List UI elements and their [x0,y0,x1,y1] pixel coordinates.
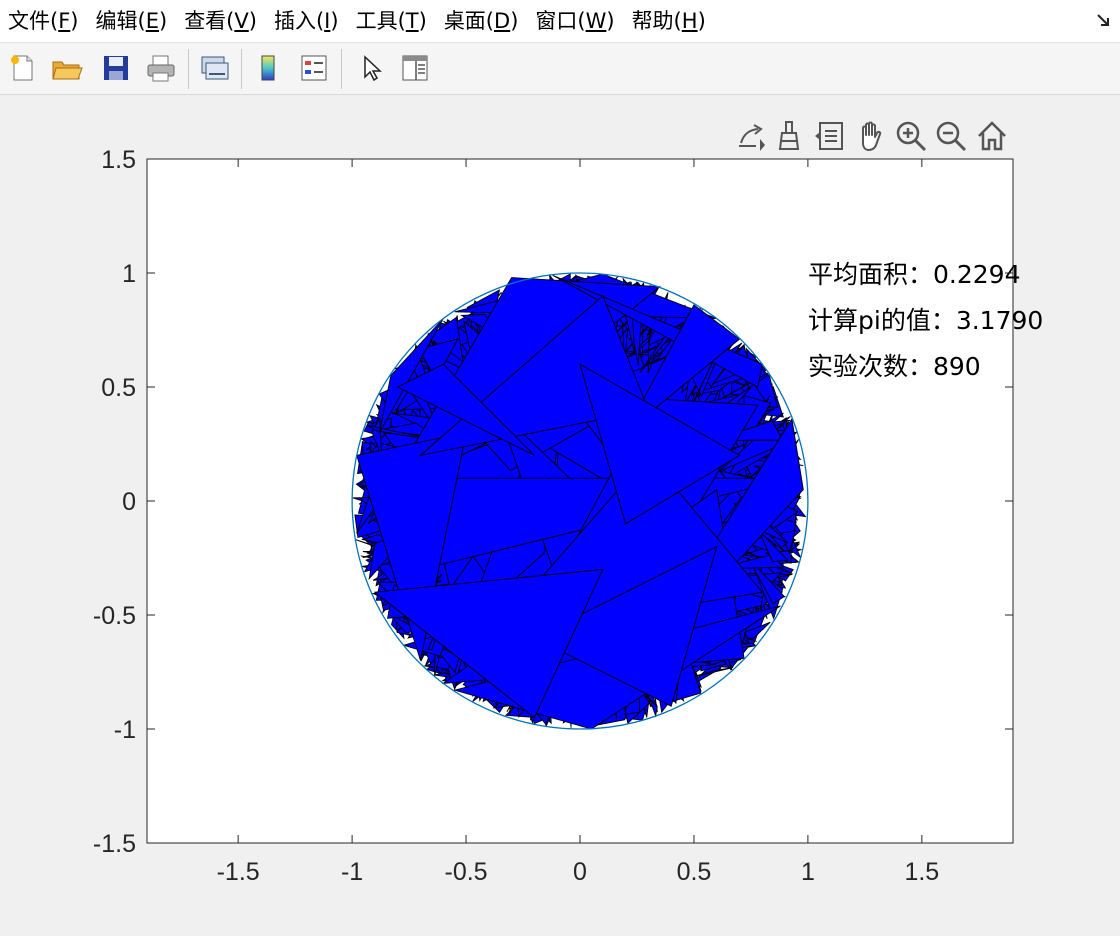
axes-toolbar [732,117,1014,155]
y-tick-label: -1 [114,716,136,744]
x-tick-label: 1.5 [904,858,939,886]
zoom-out-icon[interactable] [932,117,970,155]
toolbar-separator [188,49,189,89]
triangle [396,363,535,456]
x-tick-label: -1 [341,858,363,886]
y-tick-label: 0 [122,488,136,516]
avg-area-annotation: 平均面积：0.2294 [808,260,1020,289]
y-tick-label: -1.5 [93,830,136,858]
y-tick-label: 0.5 [101,374,136,402]
y-tick-label: -0.5 [93,602,136,630]
triangle [757,529,789,563]
menu-edit[interactable]: 编辑(E) [95,9,168,33]
menu-view[interactable]: 查看(V) [184,9,257,33]
triangle [625,304,741,433]
triangle [533,545,718,707]
export-icon[interactable] [732,117,770,155]
menu-insert[interactable]: 插入(I) [273,9,339,33]
brush-icon[interactable] [770,117,808,155]
insert-legend-icon[interactable] [297,51,331,85]
insert-colorbar-icon[interactable] [251,51,285,85]
ticks-layer: -1.5 -1 -0.5 0 0.5 1 1.5 -1.5 -1 -0.5 0 0.5 1 1.5 [93,146,1013,886]
menu-desktop[interactable]: 桌面(D) [443,9,519,33]
triangles-layer [352,273,807,730]
triangle [379,318,444,433]
menu-help[interactable]: 帮助(H) [631,9,706,33]
menu-tools[interactable]: 工具(T) [355,9,427,33]
toolbar-separator [241,49,242,89]
print-icon[interactable] [144,51,178,85]
trials-annotation: 实验次数：890 [808,352,981,381]
edit-pointer-icon[interactable] [354,51,388,85]
menu-file[interactable]: 文件(F) [8,9,79,33]
triangle [780,530,796,555]
pan-hand-icon[interactable] [852,117,890,155]
x-tick-label: 0 [573,858,587,886]
unit-circle [351,272,809,730]
undock-arrow-icon[interactable] [1096,12,1112,28]
pi-value-annotation: 计算pi的值：3.1790 [808,306,1043,335]
triangle [356,432,467,661]
figure-toolbar [0,43,1120,95]
y-tick-label: 1 [122,260,136,288]
data-tips-icon[interactable] [810,117,848,155]
y-tick-label: 1.5 [101,146,136,174]
x-tick-label: 1 [801,858,815,886]
x-tick-label: -0.5 [445,858,488,886]
triangle [417,338,459,381]
open-file-icon[interactable] [50,51,84,85]
home-restore-icon[interactable] [973,117,1011,155]
toolbar-separator [341,49,342,89]
link-plot-icon[interactable] [197,51,231,85]
save-icon[interactable] [99,51,133,85]
x-tick-label: 0.5 [677,858,712,886]
triangle [366,424,446,443]
property-inspector-icon[interactable] [398,51,432,85]
triangle [579,363,741,525]
triangle [720,372,769,400]
new-figure-icon[interactable] [5,51,39,85]
x-tick-label: -1.5 [217,858,260,886]
menu-window[interactable]: 窗口(W) [535,9,615,33]
zoom-in-icon[interactable] [892,117,930,155]
menu-bar: 文件(F) 编辑(E) 查看(V) 插入(I) 工具(T) 桌面(D) 窗口(W) 帮助(H) [0,0,1120,43]
triangle [747,556,785,605]
triangle [373,568,604,719]
